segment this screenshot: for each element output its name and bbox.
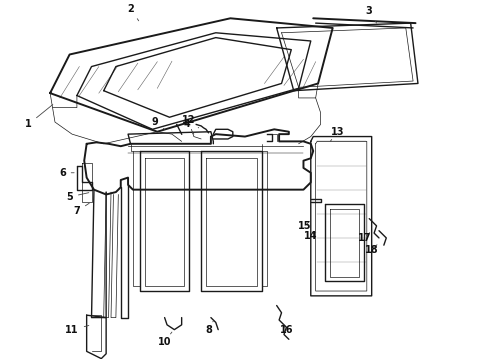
Text: 2: 2 (127, 4, 139, 21)
Text: 9: 9 (151, 117, 165, 129)
Text: 7: 7 (74, 203, 89, 216)
Text: 5: 5 (66, 192, 89, 202)
Text: 18: 18 (365, 245, 378, 255)
Text: 13: 13 (330, 127, 344, 141)
Text: 14: 14 (304, 230, 318, 240)
Text: 1: 1 (25, 104, 53, 130)
Text: 3: 3 (366, 6, 376, 23)
Text: 4: 4 (183, 120, 194, 134)
Text: 15: 15 (298, 221, 312, 231)
Text: 11: 11 (65, 325, 89, 335)
Text: 12: 12 (182, 114, 199, 128)
Text: 6: 6 (59, 168, 74, 178)
Text: 8: 8 (205, 321, 213, 335)
Text: 17: 17 (358, 233, 371, 243)
Text: 16: 16 (280, 325, 293, 335)
Text: 10: 10 (158, 332, 172, 347)
